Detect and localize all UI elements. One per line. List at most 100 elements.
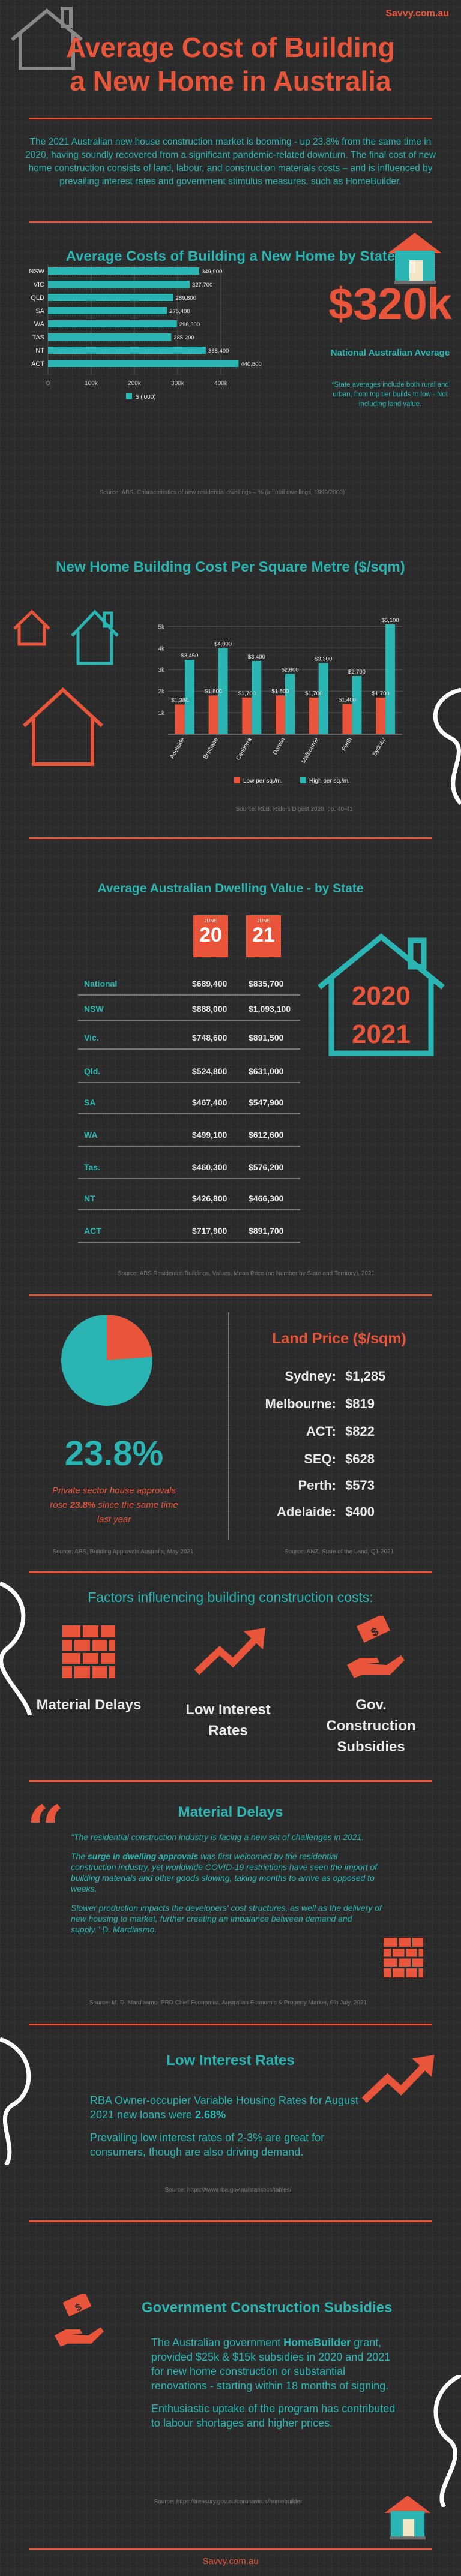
source-text: Source: ANZ, State of the Land, Q1 2021: [284, 1549, 394, 1555]
badge-2021: JUNE 21: [246, 915, 281, 957]
bar: [48, 307, 167, 314]
divider: [29, 2024, 432, 2025]
y-tick-label: 3k: [158, 667, 165, 674]
material-delays-quote: "The residential construction industry i…: [71, 1832, 382, 1934]
divider: [29, 1571, 432, 1573]
house-year-2021: 2021: [352, 1020, 411, 1049]
page-title-line1: Average Cost of Building: [66, 32, 395, 63]
bar-high: [352, 676, 362, 734]
table-row: Qld. $524,800 $631,000: [78, 1059, 300, 1083]
category-label: NT: [35, 347, 44, 354]
data-label: 275,400: [169, 308, 190, 315]
pie-slice-increase: [107, 1315, 152, 1360]
trend-arrow-icon-small: [361, 2055, 435, 2103]
category-label: VIC: [34, 281, 44, 288]
state-cost-title: Average Costs of Building a New Home by …: [65, 248, 396, 264]
outline-house-small-1: [13, 609, 50, 646]
approvals-caption: Private sector house approvals rose 23.8…: [50, 1486, 178, 1525]
bar-high: [318, 663, 328, 734]
data-label: 298,300: [179, 321, 200, 328]
source-text: Source: https://treasury.gov.au/coronavi…: [154, 2499, 303, 2505]
trend-arrow-icon: [194, 1628, 265, 1675]
approvals-pie-chart: [61, 1315, 152, 1406]
badge-2020: JUNE 20: [193, 915, 228, 957]
source-text: Source: ABS Residential Buildings, Value…: [117, 1270, 375, 1277]
x-tick-label: 400k: [214, 380, 228, 387]
factor-low-interest: Low Interest Rates: [185, 1702, 271, 1739]
brick-wall-icon: [62, 1625, 115, 1678]
bar-low: [376, 697, 386, 734]
material-delays-title: Material Delays: [178, 1804, 283, 1820]
year-house-outline: [318, 933, 445, 1056]
legend-label: High per sq./m.: [309, 778, 350, 784]
y-tick-label: 4k: [158, 645, 165, 652]
national-average-value: $320k: [328, 279, 452, 329]
colored-house-icon: [388, 233, 442, 284]
data-label: 289,800: [176, 295, 196, 302]
data-label-high: $5,100: [382, 617, 399, 624]
legend-label: $ ('000): [136, 394, 156, 401]
bar-high: [285, 674, 295, 734]
y-tick-label: 2k: [158, 689, 165, 695]
data-label-low: $1,700: [372, 690, 390, 697]
bar-low: [276, 695, 285, 734]
category-label: WA: [34, 321, 45, 328]
source-text: Source: RLB, Riders Digest 2020, pp. 40-…: [235, 806, 353, 813]
divider: [29, 1294, 432, 1296]
category-label: TAS: [32, 334, 44, 341]
bar-high: [252, 660, 262, 734]
badge-year: 21: [252, 924, 275, 946]
bar: [48, 294, 173, 301]
divider: [29, 1780, 432, 1782]
state-cost-chart: 0 100k 200k 300k 400k NSW 349,900 VIC 327,700 QLD…: [29, 264, 262, 401]
data-label-high: $2,800: [281, 666, 298, 673]
table-row: SA $467,400 $547,900: [78, 1090, 300, 1114]
site-name-top[interactable]: Savvy.com.au: [385, 8, 449, 19]
x-tick-label: 200k: [128, 380, 142, 387]
bar: [48, 360, 239, 367]
dwelling-value-title: Average Australian Dwelling Value - by S…: [97, 882, 364, 895]
bar-low: [309, 697, 319, 734]
source-text: Source: M. D. Mardiasmo, PRD Chief Econo…: [89, 2000, 367, 2006]
decorative-swirl: [433, 687, 461, 805]
page-title-line2: a New Home in Australia: [70, 65, 391, 97]
site-name-footer[interactable]: Savvy.com.au: [202, 2556, 259, 2566]
category-label: SA: [35, 308, 44, 315]
badge-month: JUNE: [204, 918, 217, 924]
low-interest-text: RBA Owner-occupier Variable Housing Rate…: [90, 2094, 358, 2158]
divider: [29, 2548, 432, 2550]
data-label-high: $3,450: [181, 653, 198, 659]
bar-low: [175, 704, 185, 734]
divider: [29, 118, 432, 119]
source-text: Source: https://www.rba.gov.au/statistic…: [164, 2187, 292, 2193]
data-label: 285,200: [173, 335, 194, 341]
data-label-low: $1,800: [271, 688, 289, 695]
data-label-low: $1,700: [238, 690, 256, 697]
sqm-cost-title: New Home Building Cost Per Square Metre …: [56, 559, 405, 575]
bar-high: [385, 624, 396, 734]
sqm-cost-chart: 1k 2k 3k 4k 5k $1,380 $3,450 Adelaide $1,800 $4,0…: [158, 617, 402, 784]
quote-mark-icon: “: [26, 1791, 65, 1868]
data-label-low: $1,400: [339, 697, 356, 704]
source-text: Source: ABS, Building Approvals Australi…: [52, 1549, 194, 1555]
bar-low: [208, 695, 218, 734]
category-label: ACT: [31, 360, 44, 368]
state-average-note: *State averages include both rural and u…: [331, 381, 449, 408]
factors-title: Factors influencing building constructio…: [88, 1589, 373, 1605]
divider: [29, 837, 432, 839]
factor-material-delays: Material Delays: [36, 1697, 142, 1713]
data-label: 327,700: [192, 282, 212, 288]
bar-high: [184, 660, 194, 734]
data-label-high: $4,000: [214, 641, 232, 647]
table-row: National $689,400 $835,700: [78, 972, 300, 996]
bar: [48, 267, 199, 275]
national-average-label: National Australian Average: [330, 348, 450, 358]
data-label-low: $1,700: [305, 690, 322, 697]
data-label-high: $2,700: [348, 669, 366, 675]
x-tick-label: 0: [46, 380, 50, 387]
legend-label: Low per sq./m.: [243, 778, 283, 784]
bar: [48, 333, 172, 341]
approvals-value: 23.8%: [64, 1434, 164, 1473]
data-label-high: $3,400: [248, 654, 265, 660]
colored-house-icon-small: [384, 2495, 431, 2540]
